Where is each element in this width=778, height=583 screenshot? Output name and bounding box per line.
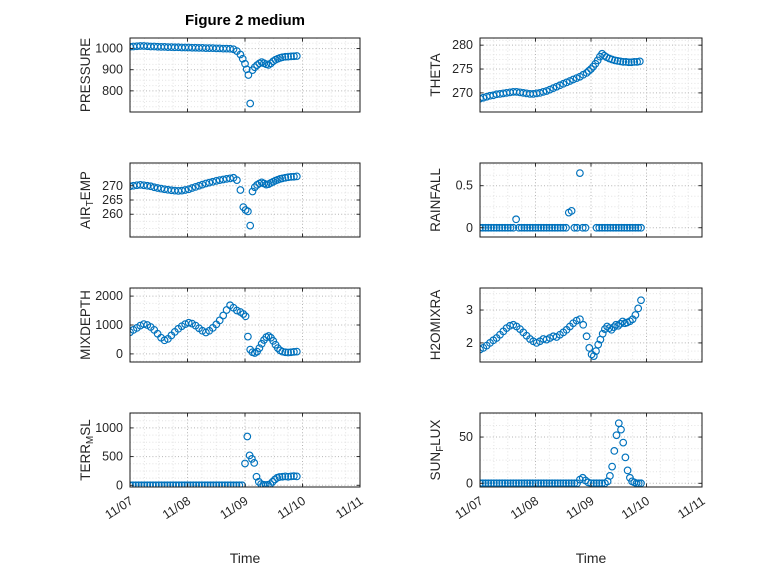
x-tick-labels: 11/07 11/08 11/09 11/10 11/11 — [103, 494, 366, 522]
tick-marks — [129, 288, 361, 362]
svg-text:50: 50 — [459, 430, 473, 444]
svg-text:11/09: 11/09 — [218, 494, 251, 522]
svg-text:500: 500 — [102, 450, 123, 464]
y-tick-labels: 0 500 1000 — [95, 421, 123, 492]
x-tick-labels: 11/07 11/08 11/09 11/10 11/11 — [453, 494, 708, 522]
svg-text:11/08: 11/08 — [160, 494, 193, 522]
svg-text:275: 275 — [452, 62, 473, 76]
svg-text:270: 270 — [102, 179, 123, 193]
svg-text:1000: 1000 — [95, 318, 123, 332]
tick-marks — [129, 413, 361, 487]
svg-text:0: 0 — [116, 347, 123, 361]
tick-marks — [479, 38, 703, 112]
axes-box — [479, 37, 703, 113]
svg-text:0: 0 — [466, 221, 473, 235]
svg-text:11/07: 11/07 — [453, 494, 486, 522]
subplot-theta: 270 275 280 THETA — [428, 37, 703, 113]
y-tick-labels: 0 50 — [459, 430, 473, 490]
svg-text:0: 0 — [466, 476, 473, 490]
grid — [479, 38, 703, 113]
y-axis-label: MIXDEPTH — [78, 290, 93, 360]
svg-text:11/09: 11/09 — [564, 494, 597, 522]
y-axis-label: RAINFALL — [428, 168, 443, 232]
svg-text:270: 270 — [452, 86, 473, 100]
grid — [129, 413, 361, 487]
x-axis-label: Time — [230, 550, 261, 566]
series-h2omixra — [479, 296, 645, 360]
svg-text:2000: 2000 — [95, 289, 123, 303]
svg-text:1000: 1000 — [95, 421, 123, 435]
svg-text:1000: 1000 — [95, 42, 123, 56]
grid — [129, 288, 361, 362]
svg-text:0.5: 0.5 — [456, 179, 473, 193]
y-axis-label: SUNFLUX — [428, 420, 446, 481]
series-air-temp — [129, 172, 301, 230]
y-tick-labels: 00.5 — [456, 179, 473, 235]
y-axis-label: TERRMSL — [78, 419, 96, 481]
svg-text:265: 265 — [102, 193, 123, 207]
svg-text:11/10: 11/10 — [619, 494, 652, 522]
tick-marks — [479, 288, 703, 362]
svg-text:11/10: 11/10 — [275, 494, 308, 522]
tick-marks — [479, 163, 703, 237]
grid — [129, 163, 361, 237]
y-tick-labels: 0 1000 2000 — [95, 289, 123, 361]
y-tick-labels: 270 275 280 — [452, 38, 473, 100]
series-theta — [479, 49, 644, 103]
y-axis-label: PRESSURE — [78, 38, 93, 112]
axes-box — [479, 412, 703, 488]
grid — [129, 37, 361, 113]
tick-marks — [479, 413, 703, 487]
series-pressure — [129, 42, 301, 108]
svg-text:800: 800 — [102, 84, 123, 98]
y-axis-label: AIRTEMP — [78, 171, 96, 229]
subplot-sun-flux: 0 50 11/07 11/08 11/09 11/10 11/11 Time SUNFLUX — [428, 412, 708, 566]
figure-title: Figure 2 medium — [184, 12, 306, 29]
x-axis-label: Time — [576, 550, 607, 566]
axes-box — [129, 412, 361, 488]
svg-text:3: 3 — [466, 303, 473, 317]
svg-text:11/08: 11/08 — [508, 494, 541, 522]
svg-text:11/11: 11/11 — [333, 494, 365, 522]
y-axis-label: H2OMIXRA — [428, 290, 443, 361]
y-axis-label: THETA — [428, 53, 443, 96]
subplot-terr-msl: 0 500 1000 11/07 11/08 11/09 11/10 11/11 Time TER… — [78, 412, 366, 566]
series-mixdepth — [129, 301, 301, 357]
y-tick-labels: 800 900 1000 — [95, 42, 123, 98]
series-rainfall — [479, 169, 645, 232]
y-tick-labels: 23 — [466, 303, 473, 350]
svg-text:0: 0 — [116, 478, 123, 492]
svg-text:2: 2 — [466, 336, 473, 350]
svg-text:280: 280 — [452, 38, 473, 52]
svg-text:11/11: 11/11 — [675, 494, 707, 522]
tick-marks — [129, 163, 361, 237]
svg-text:11/07: 11/07 — [103, 494, 136, 522]
grid — [479, 413, 703, 487]
svg-text:260: 260 — [102, 207, 123, 221]
tick-marks — [129, 38, 361, 112]
svg-text:900: 900 — [102, 63, 123, 77]
